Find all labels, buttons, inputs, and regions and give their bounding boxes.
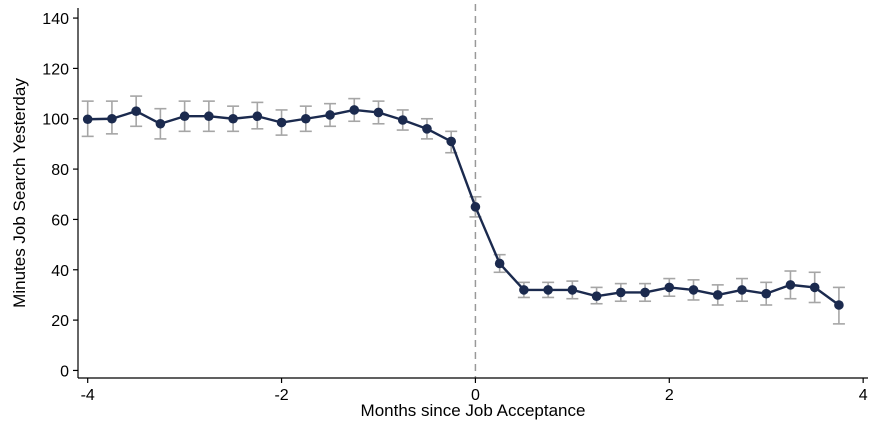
x-tick-label: 2	[665, 387, 674, 404]
data-point	[809, 282, 820, 293]
data-point	[131, 106, 141, 116]
data-point	[349, 105, 360, 115]
data-point	[688, 285, 699, 295]
data-point	[228, 113, 238, 124]
y-tick-label: 80	[51, 162, 69, 179]
y-tick-label: 140	[42, 11, 69, 28]
data-point	[737, 285, 747, 295]
data-point	[107, 113, 117, 124]
data-point	[373, 107, 384, 118]
x-axis-label: Months since Job Acceptance	[361, 401, 586, 420]
data-point	[664, 282, 675, 293]
data-point	[204, 111, 214, 122]
y-tick-label: 120	[42, 61, 69, 78]
data-point	[325, 110, 335, 120]
data-point	[591, 291, 602, 301]
data-point	[470, 202, 481, 212]
data-point	[785, 280, 796, 290]
y-tick-label: 0	[60, 363, 69, 380]
y-tick-label: 100	[42, 112, 69, 129]
y-axis-label: Minutes Job Search Yesterday	[10, 78, 29, 308]
error-bars	[81, 95, 845, 325]
data-point	[300, 113, 311, 124]
data-point	[616, 287, 626, 298]
y-tick-label: 40	[51, 263, 69, 280]
data-point	[543, 285, 553, 295]
y-axis-ticks: 0 20 40 60 80 100 120 140	[42, 11, 78, 380]
data-point	[519, 285, 529, 295]
data-point	[761, 288, 772, 299]
data-point	[276, 117, 287, 128]
data-point	[640, 287, 650, 298]
x-tick-label: -2	[274, 387, 288, 404]
data-point	[155, 118, 166, 129]
series-line	[87, 108, 840, 306]
data-point	[422, 124, 432, 134]
x-tick-label: 4	[859, 387, 868, 404]
data-point	[834, 300, 844, 310]
data-point	[567, 285, 578, 295]
plot-area	[81, 4, 845, 378]
x-axis-ticks: -4 -2 0 2 4	[81, 378, 868, 404]
data-point	[179, 111, 190, 122]
data-point	[446, 136, 456, 147]
data-point	[712, 290, 723, 300]
data-point	[494, 258, 505, 269]
y-tick-label: 60	[51, 212, 69, 229]
data-point	[82, 114, 93, 125]
data-point	[252, 111, 263, 122]
data-points	[82, 105, 844, 310]
data-point	[397, 115, 408, 125]
y-tick-label: 20	[51, 313, 69, 330]
x-tick-label: -4	[81, 387, 95, 404]
x-tick-label: 0	[471, 387, 480, 404]
